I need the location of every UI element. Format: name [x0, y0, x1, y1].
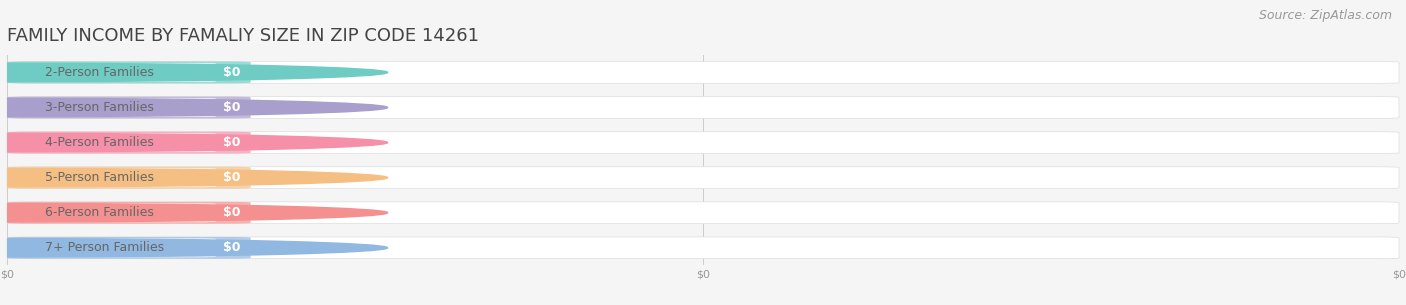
FancyBboxPatch shape	[7, 62, 250, 83]
FancyBboxPatch shape	[7, 62, 1399, 83]
Circle shape	[0, 99, 388, 117]
FancyBboxPatch shape	[38, 238, 217, 257]
Text: 2-Person Families: 2-Person Families	[45, 66, 153, 79]
Circle shape	[0, 169, 388, 187]
Text: $0: $0	[224, 136, 240, 149]
FancyBboxPatch shape	[38, 133, 217, 152]
FancyBboxPatch shape	[7, 202, 1399, 224]
Text: FAMILY INCOME BY FAMALIY SIZE IN ZIP CODE 14261: FAMILY INCOME BY FAMALIY SIZE IN ZIP COD…	[7, 27, 479, 45]
FancyBboxPatch shape	[38, 168, 217, 187]
FancyBboxPatch shape	[7, 97, 250, 118]
FancyBboxPatch shape	[7, 167, 1399, 188]
Text: 4-Person Families: 4-Person Families	[45, 136, 153, 149]
Circle shape	[0, 204, 388, 222]
FancyBboxPatch shape	[38, 98, 217, 117]
Text: 3-Person Families: 3-Person Families	[45, 101, 153, 114]
FancyBboxPatch shape	[7, 167, 250, 188]
Text: $0: $0	[224, 66, 240, 79]
Text: $0: $0	[224, 101, 240, 114]
Text: $0: $0	[224, 171, 240, 184]
FancyBboxPatch shape	[38, 63, 217, 82]
Text: 5-Person Families: 5-Person Families	[45, 171, 153, 184]
FancyBboxPatch shape	[7, 97, 1399, 118]
Circle shape	[0, 239, 388, 257]
Text: 6-Person Families: 6-Person Families	[45, 206, 153, 219]
Text: $0: $0	[224, 206, 240, 219]
Text: 7+ Person Families: 7+ Person Families	[45, 241, 163, 254]
FancyBboxPatch shape	[7, 202, 250, 224]
Circle shape	[0, 63, 388, 81]
Circle shape	[0, 134, 388, 152]
FancyBboxPatch shape	[7, 237, 250, 259]
FancyBboxPatch shape	[7, 132, 1399, 153]
Text: $0: $0	[224, 241, 240, 254]
Text: Source: ZipAtlas.com: Source: ZipAtlas.com	[1258, 9, 1392, 22]
FancyBboxPatch shape	[38, 203, 217, 222]
FancyBboxPatch shape	[7, 132, 250, 153]
FancyBboxPatch shape	[7, 237, 1399, 259]
